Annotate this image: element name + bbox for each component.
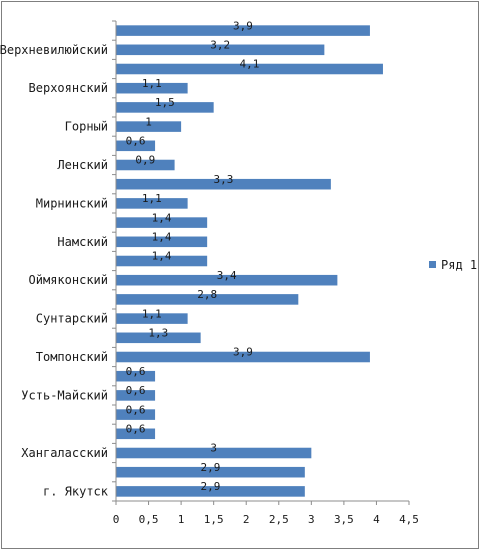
x-tick-label-0: 0 <box>113 513 120 526</box>
data-label-16: 3,3 <box>213 173 233 186</box>
data-label-6: 0,6 <box>126 365 146 378</box>
bar-18 <box>116 140 156 152</box>
bar-15 <box>116 198 188 209</box>
category-label-19: Горный <box>65 120 108 134</box>
data-label-11: 3,4 <box>217 269 237 282</box>
category-label-2: Хангаласский <box>21 446 108 460</box>
category-label-7: Томпонский <box>36 350 108 364</box>
data-label-19: 1 <box>145 115 152 128</box>
category-label-5: Усть-Майский <box>21 388 108 402</box>
category-label-15: Мирнинский <box>36 196 108 210</box>
data-label-12: 1,4 <box>152 250 172 263</box>
data-label-18: 0,6 <box>126 135 146 148</box>
data-label-13: 1,4 <box>152 231 172 244</box>
x-tick-label-2: 1 <box>178 513 185 526</box>
legend-swatch <box>429 261 436 268</box>
category-label-23: Верхневилюйский <box>0 43 108 57</box>
bar-9 <box>116 313 188 324</box>
bar-20 <box>116 102 214 113</box>
bar-4 <box>116 409 156 420</box>
data-label-22: 4,1 <box>240 58 260 71</box>
bar-19 <box>116 121 182 132</box>
data-label-3: 0,6 <box>126 423 146 436</box>
bar-16 <box>116 178 331 190</box>
data-label-10: 2,8 <box>197 288 217 301</box>
bar-1 <box>116 466 305 478</box>
data-label-17: 0,9 <box>135 154 155 167</box>
bar-5 <box>116 390 156 401</box>
data-label-5: 0,6 <box>126 384 146 397</box>
x-tick-label-3: 1,5 <box>204 513 224 526</box>
x-tick-label-7: 3,5 <box>334 513 354 526</box>
category-label-17: Ленский <box>57 158 108 172</box>
data-label-4: 0,6 <box>126 403 146 416</box>
axis-layer: г. Якутск Хангаласский Усть-Майский Томпонс… <box>0 20 419 526</box>
bar-12 <box>116 255 208 267</box>
category-label-11: Оймяконский <box>29 273 108 287</box>
category-label-9: Сунтарский <box>36 312 108 326</box>
x-tick-label-5: 2,5 <box>269 513 289 526</box>
data-label-20: 1,5 <box>155 96 175 109</box>
data-label-1: 2,9 <box>200 461 220 474</box>
bar-24 <box>116 25 370 36</box>
bar-10 <box>116 294 299 305</box>
data-label-0: 2,9 <box>200 480 220 493</box>
category-label-0: г. Якутск <box>43 484 109 498</box>
bar-14 <box>116 217 208 228</box>
x-tick-label-9: 4,5 <box>399 513 419 526</box>
data-label-8: 1,3 <box>148 327 168 340</box>
data-label-7: 3,9 <box>233 346 253 359</box>
category-label-21: Верхоянский <box>29 81 108 95</box>
data-label-21: 1,1 <box>142 77 162 90</box>
data-label-14: 1,4 <box>152 211 172 224</box>
bar-13 <box>116 236 208 248</box>
data-label-2: 3 <box>210 442 217 455</box>
bar-8 <box>116 332 201 344</box>
legend: Ряд 1 <box>429 258 477 272</box>
bar-6 <box>116 370 156 382</box>
bar-2 <box>116 447 312 459</box>
x-tick-label-4: 2 <box>243 513 250 526</box>
bar-0 <box>116 486 305 497</box>
x-tick-label-1: 0,5 <box>139 513 159 526</box>
bar-11 <box>116 274 338 286</box>
bar-21 <box>116 82 188 94</box>
bar-22 <box>116 63 383 75</box>
bar-7 <box>116 351 370 363</box>
category-label-13: Намский <box>57 235 108 249</box>
bar-17 <box>116 159 175 171</box>
x-tick-label-6: 3 <box>308 513 315 526</box>
data-labels-layer: 2,9 2,9 3 0,6 0,6 0,6 0,6 3,9 1,3 1,1 2,83,4 1,4 1,4… <box>126 19 260 493</box>
bar-3 <box>116 428 156 440</box>
bar-23 <box>116 44 325 56</box>
data-label-15: 1,1 <box>142 192 162 205</box>
data-label-24: 3,9 <box>233 19 253 32</box>
data-label-9: 1,1 <box>142 307 162 320</box>
data-label-23: 3,2 <box>210 39 230 52</box>
x-tick-label-8: 4 <box>373 513 380 526</box>
bars-layer <box>116 25 383 497</box>
legend-label: Ряд 1 <box>441 258 477 272</box>
